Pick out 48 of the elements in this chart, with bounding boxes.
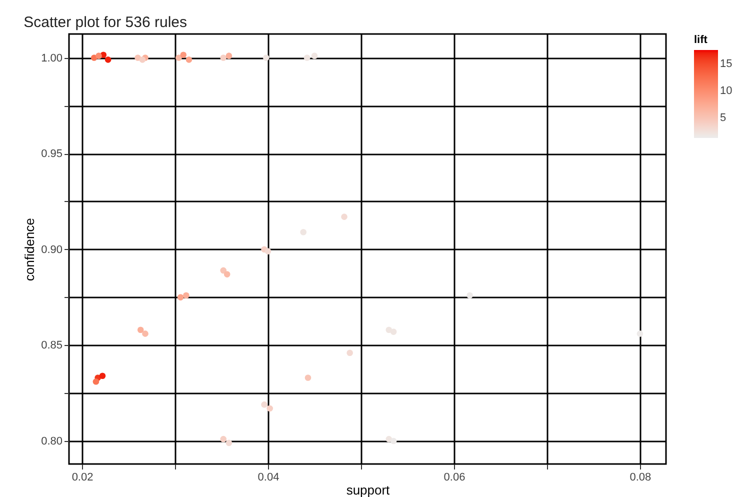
point <box>92 378 100 385</box>
point <box>220 436 227 442</box>
y-axis-title: confidence <box>22 218 38 281</box>
y-tick-label: 0.80 <box>41 436 62 448</box>
color-bar-label: 10 <box>720 85 732 98</box>
point <box>176 54 182 61</box>
point <box>226 52 232 59</box>
x-tick-label: 0.02 <box>72 472 94 484</box>
point <box>177 294 184 300</box>
y-tick-label: 1.00 <box>41 52 62 64</box>
point <box>104 56 112 63</box>
point <box>264 248 272 254</box>
y-tick-label: 0.90 <box>41 244 62 256</box>
point <box>304 54 310 61</box>
point <box>262 54 270 61</box>
y-tick-label: 0.85 <box>41 340 62 352</box>
color-bar-label: 15 <box>720 58 732 70</box>
point <box>311 52 318 59</box>
point <box>346 350 353 356</box>
point <box>390 328 397 335</box>
point <box>96 52 102 59</box>
point <box>99 372 106 380</box>
point <box>142 330 148 337</box>
color-bar-label: 5 <box>720 112 726 124</box>
point <box>300 228 306 236</box>
point <box>636 330 644 337</box>
x-axis-title: support <box>346 482 390 497</box>
point <box>266 405 274 412</box>
point <box>390 438 397 444</box>
point <box>304 374 312 381</box>
point <box>224 271 230 278</box>
point <box>180 52 187 58</box>
y-tick-label: 0.95 <box>41 148 62 160</box>
point <box>226 440 232 446</box>
point <box>261 401 268 408</box>
point <box>220 54 227 61</box>
x-tick-label: 0.06 <box>444 472 466 484</box>
point <box>139 56 146 63</box>
point <box>137 326 144 334</box>
point <box>186 56 192 63</box>
point <box>183 292 190 299</box>
point <box>466 292 473 299</box>
point <box>341 214 348 220</box>
legend-title: lift <box>694 34 708 46</box>
chart-title: Scatter plot for 536 rules <box>24 14 188 31</box>
point <box>220 267 227 274</box>
x-tick-label: 0.08 <box>630 472 652 484</box>
x-tick-label: 0.04 <box>258 472 280 484</box>
